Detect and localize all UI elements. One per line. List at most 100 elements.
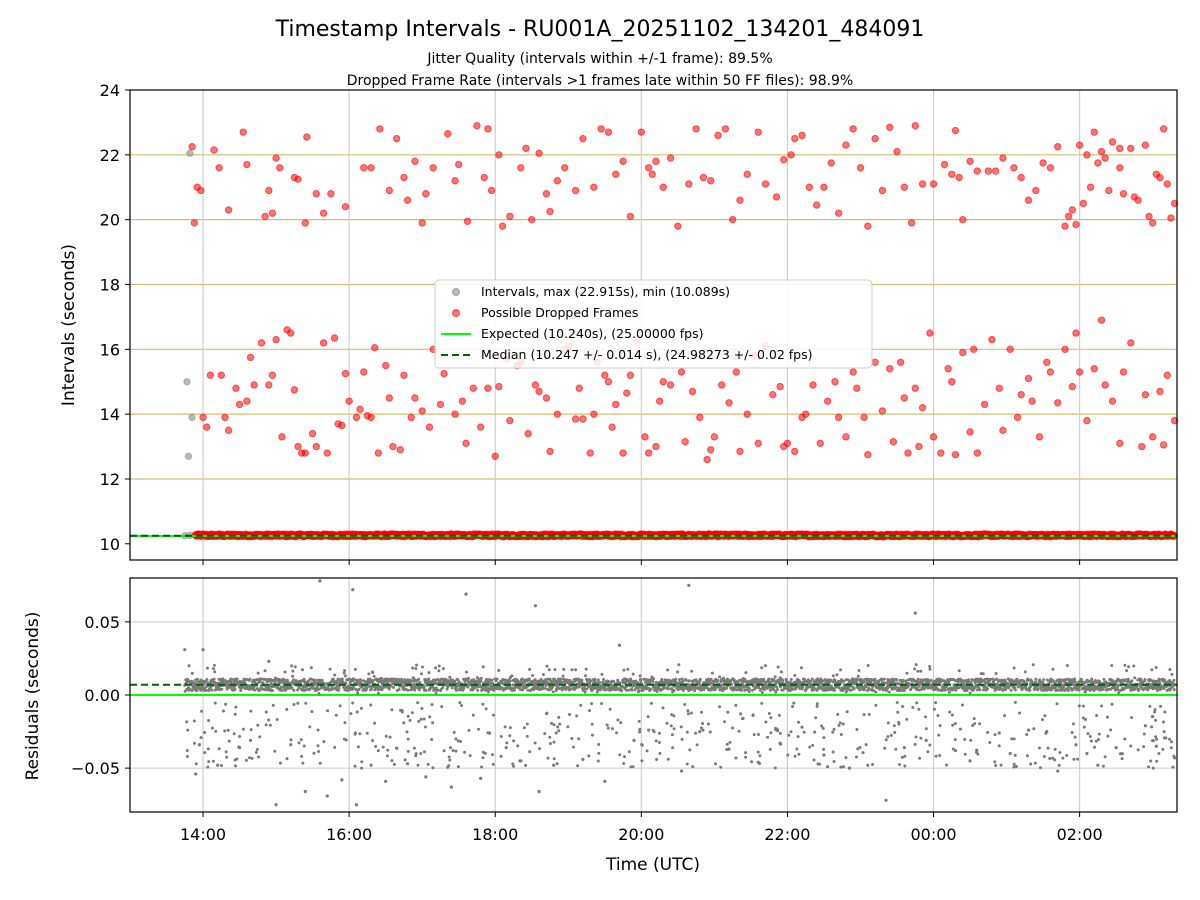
residual-point: [600, 672, 604, 676]
dropped-frame-point: [725, 399, 733, 407]
residual-point: [938, 724, 942, 728]
residual-point: [685, 762, 689, 766]
residual-point: [975, 749, 979, 753]
dropped-frame-point: [809, 381, 817, 389]
dropped-frame-point: [608, 423, 616, 431]
residual-point: [744, 671, 748, 675]
residual-point: [688, 748, 692, 752]
residual-point: [235, 677, 239, 681]
dropped-frame-point: [224, 206, 233, 214]
residual-point: [845, 710, 849, 714]
residual-point: [1170, 672, 1174, 676]
residual-point: [416, 763, 420, 767]
dropped-frame-point: [929, 433, 938, 441]
dropped-frame-point: [1068, 206, 1077, 214]
residual-point: [897, 720, 901, 724]
residual-point: [300, 754, 304, 758]
residual-point: [561, 674, 565, 678]
residual-point: [1155, 759, 1159, 763]
residual-point: [338, 704, 342, 708]
dropped-frame-point: [1064, 212, 1073, 221]
residual-point: [353, 764, 357, 768]
residual-point: [454, 749, 458, 753]
residual-point: [714, 762, 718, 766]
residual-point: [499, 734, 503, 738]
dropped-frame-point: [272, 335, 280, 344]
residual-point: [463, 750, 467, 754]
residual-point: [562, 667, 566, 671]
residual-point: [655, 689, 659, 693]
residual-point: [1106, 734, 1110, 738]
residual-point: [913, 742, 917, 746]
residual-point: [627, 688, 631, 692]
residual-point: [434, 666, 438, 670]
residual-point: [271, 689, 275, 693]
residual-point: [695, 743, 699, 747]
intervals-y-tick-label: 18: [100, 275, 120, 294]
residual-point: [528, 667, 532, 671]
residual-point: [343, 721, 347, 725]
dropped-frame-point: [352, 413, 361, 422]
residual-point: [497, 668, 501, 672]
residual-point: [1040, 718, 1044, 722]
dropped-frame-point: [290, 386, 299, 394]
dropped-frame-point: [597, 125, 605, 133]
residual-point: [1159, 704, 1163, 708]
residual-point: [292, 688, 296, 692]
residual-point: [411, 666, 415, 670]
dropped-frame-point: [601, 371, 609, 379]
residual-point: [924, 715, 928, 719]
residual-point: [822, 747, 826, 751]
residual-point: [629, 765, 633, 769]
residual-point: [543, 732, 547, 736]
residual-point: [580, 678, 584, 682]
residual-point: [355, 710, 359, 714]
residual-point: [769, 731, 773, 735]
residual-point: [849, 688, 853, 692]
residual-point: [590, 733, 594, 737]
residual-point: [384, 734, 388, 738]
dropped-frame-point: [1116, 164, 1124, 172]
dropped-frame-point: [1061, 222, 1069, 230]
residual-point: [1150, 739, 1154, 743]
dropped-frame-point: [407, 413, 415, 422]
residual-point: [775, 685, 779, 689]
residual-point: [575, 714, 579, 718]
residual-point: [969, 738, 973, 742]
residual-point: [427, 677, 431, 681]
residual-point: [655, 757, 659, 761]
residual-point: [864, 743, 868, 747]
residual-point: [412, 746, 416, 750]
dropped-frame-point: [458, 397, 467, 405]
dropped-frame-point: [652, 157, 660, 166]
residual-point: [894, 747, 898, 751]
residual-point: [686, 712, 690, 716]
dropped-frame-point: [1119, 368, 1128, 376]
residual-point: [414, 686, 418, 690]
residual-point: [743, 677, 747, 681]
residual-point: [775, 688, 779, 692]
residual-point: [1095, 713, 1099, 717]
dropped-frame-point: [319, 209, 328, 217]
residual-point: [192, 719, 196, 723]
residual-point: [1147, 765, 1151, 769]
dropped-frame-point: [980, 400, 989, 409]
residual-point: [649, 701, 653, 705]
residual-point: [718, 705, 722, 709]
residual-point: [1010, 737, 1014, 741]
residual-point: [679, 725, 683, 729]
residual-point: [684, 678, 688, 682]
dropped-frame-point: [1046, 164, 1055, 172]
dropped-frame-point: [717, 381, 726, 389]
residual-point: [1137, 688, 1141, 692]
residual-point: [884, 738, 888, 742]
residual-point: [701, 722, 705, 726]
residual-point: [1123, 663, 1127, 667]
residual-point: [934, 754, 938, 758]
residual-point: [670, 713, 674, 717]
dropped-frame-point: [754, 128, 762, 136]
residual-point: [358, 732, 362, 736]
residual-point: [699, 710, 703, 714]
residual-point: [612, 680, 616, 684]
residual-point: [708, 730, 712, 734]
